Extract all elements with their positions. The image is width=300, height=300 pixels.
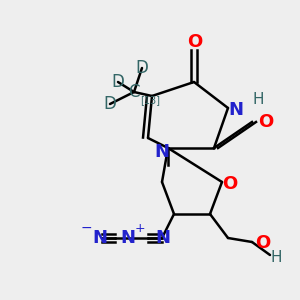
Text: O: O — [222, 175, 237, 193]
Text: [13]: [13] — [140, 95, 160, 105]
Text: H: H — [253, 92, 265, 107]
Text: +: + — [135, 221, 145, 235]
Text: D: D — [103, 95, 116, 113]
Text: O: O — [258, 113, 273, 131]
Text: N: N — [154, 143, 169, 161]
Text: O: O — [188, 33, 202, 51]
Text: O: O — [255, 234, 270, 252]
Text: N: N — [121, 229, 136, 247]
Text: D: D — [136, 59, 148, 77]
Text: N: N — [155, 229, 170, 247]
Text: −: − — [80, 221, 92, 235]
Text: D: D — [112, 73, 124, 91]
Text: H: H — [270, 250, 281, 266]
Text: C: C — [128, 83, 140, 101]
Text: N: N — [228, 101, 243, 119]
Text: N: N — [92, 229, 107, 247]
